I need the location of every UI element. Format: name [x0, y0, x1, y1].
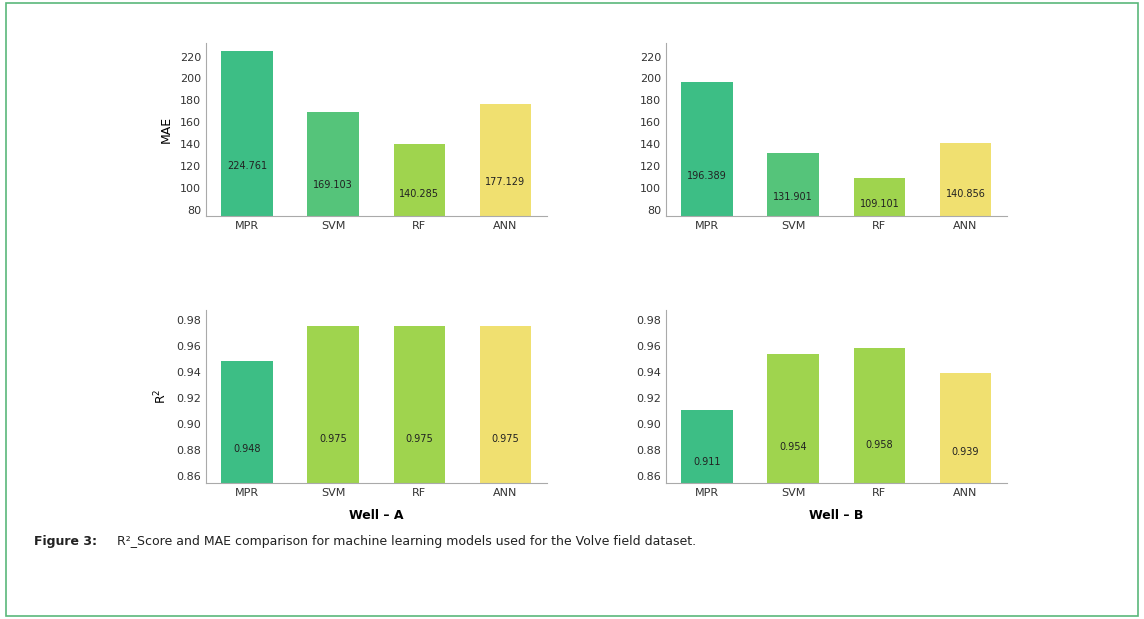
- Text: 0.948: 0.948: [233, 444, 261, 454]
- Text: 177.129: 177.129: [485, 177, 525, 187]
- Text: 0.975: 0.975: [319, 434, 347, 444]
- Bar: [479, 103, 531, 298]
- Text: 196.389: 196.389: [688, 171, 728, 181]
- Text: 0.975: 0.975: [405, 434, 434, 444]
- Text: 109.101: 109.101: [859, 199, 899, 209]
- Text: 131.901: 131.901: [773, 192, 813, 202]
- Text: Figure 3:: Figure 3:: [34, 535, 102, 548]
- Bar: [853, 178, 905, 298]
- Text: 0.958: 0.958: [866, 440, 893, 450]
- Bar: [682, 410, 733, 619]
- Bar: [853, 348, 905, 619]
- Text: 140.856: 140.856: [945, 189, 985, 199]
- Text: 140.285: 140.285: [399, 189, 439, 199]
- Text: 0.954: 0.954: [779, 441, 808, 452]
- Text: R²_Score and MAE comparison for machine learning models used for the Volve field: R²_Score and MAE comparison for machine …: [117, 535, 696, 548]
- Bar: [939, 144, 991, 298]
- Text: 224.761: 224.761: [228, 162, 268, 171]
- X-axis label: Well – A: Well – A: [349, 509, 404, 522]
- Bar: [394, 144, 445, 298]
- Bar: [394, 326, 445, 619]
- Bar: [308, 113, 359, 298]
- Bar: [222, 361, 273, 619]
- Bar: [939, 373, 991, 619]
- Text: 0.911: 0.911: [693, 457, 721, 467]
- Bar: [682, 82, 733, 298]
- Text: 169.103: 169.103: [313, 180, 353, 189]
- Bar: [308, 326, 359, 619]
- Text: 0.939: 0.939: [952, 447, 979, 457]
- Bar: [479, 326, 531, 619]
- Text: 0.975: 0.975: [492, 434, 519, 444]
- Bar: [222, 51, 273, 298]
- X-axis label: Well – B: Well – B: [809, 509, 864, 522]
- Y-axis label: R$^2$: R$^2$: [152, 389, 169, 404]
- Bar: [768, 154, 819, 298]
- Bar: [768, 353, 819, 619]
- Y-axis label: MAE: MAE: [160, 116, 173, 143]
